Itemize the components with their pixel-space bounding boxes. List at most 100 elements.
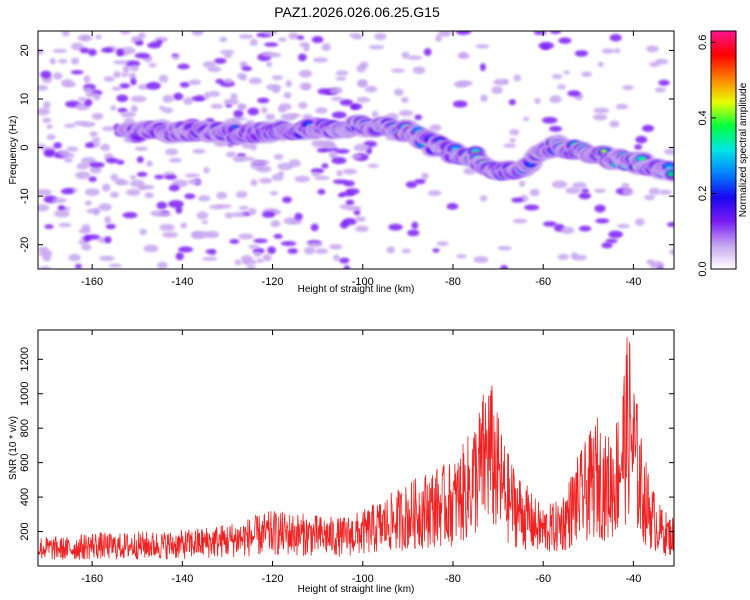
spectral-blob: [621, 85, 634, 91]
spectral-blob: [314, 175, 330, 181]
spectral-blob: [87, 48, 97, 56]
spectral-blob: [108, 263, 122, 268]
spectral-blob: [581, 188, 590, 193]
spectral-blob: [49, 57, 56, 65]
spectral-blob: [198, 195, 211, 202]
spectral-blob: [538, 41, 555, 50]
spectrogram-x-tick-label: -80: [445, 276, 461, 288]
spectral-blob: [119, 83, 131, 89]
spectral-blob: [122, 212, 138, 219]
spectral-blob: [168, 184, 180, 192]
spectral-blob: [187, 178, 202, 185]
spectral-blob: [329, 243, 343, 250]
spectral-blob: [346, 205, 362, 212]
spectral-blob: [542, 221, 557, 227]
ridge-blob: [527, 162, 534, 167]
spectral-blob: [116, 48, 124, 57]
spectral-blob: [143, 244, 159, 253]
spectral-blob: [156, 211, 172, 217]
spectral-blob: [165, 148, 179, 156]
snr-y-tick-label: 800: [19, 419, 31, 437]
spectral-blob: [110, 105, 117, 111]
figure-title: PAZ1.2026.026.06.25.G15: [274, 4, 440, 20]
spectral-blob: [233, 110, 244, 118]
spectral-blob: [201, 220, 209, 225]
spectrogram-x-tick-label: -40: [625, 276, 641, 288]
spectral-blob: [348, 33, 362, 38]
spectral-blob: [359, 61, 369, 69]
colorbar-label: Normalized spectral amplitude: [738, 82, 749, 217]
spectral-blob: [669, 249, 674, 256]
spectral-blob: [231, 212, 247, 218]
ridge-blob: [231, 125, 238, 130]
spectral-blob: [277, 162, 293, 171]
spectral-blob: [421, 172, 429, 180]
spectral-blob: [183, 97, 194, 105]
spectral-blob: [240, 254, 253, 263]
spectral-blob: [263, 31, 278, 36]
spectral-blob: [224, 212, 234, 219]
spectrogram-x-tick-label: -60: [535, 276, 551, 288]
spectral-blob: [162, 231, 179, 238]
spectral-blob: [321, 43, 332, 51]
spectral-blob: [475, 44, 490, 49]
spectral-blob: [130, 77, 137, 86]
spectral-blob: [214, 58, 227, 64]
spectral-blob: [601, 242, 613, 249]
spectral-blob: [557, 84, 566, 90]
spectral-blob: [210, 103, 224, 109]
spectral-blob: [594, 204, 606, 213]
spectral-blob: [93, 207, 100, 216]
spectral-blob: [337, 193, 345, 198]
spectrogram-y-tick-label: -20: [19, 237, 31, 253]
spectral-blob: [311, 36, 324, 44]
spectral-blob: [280, 241, 297, 246]
spectral-blob: [401, 248, 412, 254]
snr-y-tick-label: 1000: [19, 381, 31, 405]
spectrogram-y-label: Frequency (Hz): [8, 116, 19, 185]
spectral-blob: [533, 98, 541, 104]
spectral-blob: [130, 95, 147, 103]
spectral-blob: [61, 31, 70, 37]
spectral-blob: [524, 204, 540, 211]
snr-x-label: Height of straight line (km): [298, 584, 415, 595]
spectral-blob: [312, 57, 329, 63]
spectral-blob: [120, 31, 131, 35]
spectral-blob: [89, 131, 98, 137]
spectral-blob: [247, 107, 259, 116]
snr-x-tick-label: -60: [535, 573, 551, 585]
spectral-blob: [209, 204, 224, 210]
spectral-blob: [120, 72, 129, 78]
spectral-blob: [273, 233, 283, 239]
spectral-blob: [144, 192, 154, 199]
spectral-blob: [253, 238, 268, 244]
spectrogram-x-tick-label: -100: [352, 276, 374, 288]
spectral-blob: [162, 94, 175, 103]
spectral-blob: [100, 143, 111, 152]
spectral-blob: [303, 246, 316, 255]
spectral-blob: [353, 210, 361, 216]
spectral-blob: [407, 55, 423, 61]
spectral-blob: [246, 264, 256, 269]
spectral-blob: [368, 44, 385, 50]
spectral-blob: [51, 197, 67, 203]
spectral-blob: [354, 216, 367, 222]
spectral-blob: [364, 85, 378, 93]
spectral-blob: [103, 76, 115, 82]
spectral-blob: [658, 79, 670, 86]
spectral-blob: [53, 209, 70, 218]
spectral-blob: [597, 61, 604, 68]
spectrogram-x-label: Height of straight line (km): [298, 284, 415, 295]
spectral-blob: [283, 217, 299, 225]
spectral-blob: [98, 203, 112, 212]
spectral-blob: [196, 211, 209, 220]
spectral-blob: [339, 99, 354, 106]
spectral-blob: [270, 220, 281, 228]
spectral-blob: [265, 84, 282, 91]
spectral-blob: [238, 233, 254, 240]
spectral-blob: [328, 88, 343, 94]
ridge-blob: [600, 149, 607, 154]
spectral-blob: [523, 116, 530, 122]
spectral-blob: [146, 81, 161, 90]
spectral-blob: [99, 255, 115, 261]
